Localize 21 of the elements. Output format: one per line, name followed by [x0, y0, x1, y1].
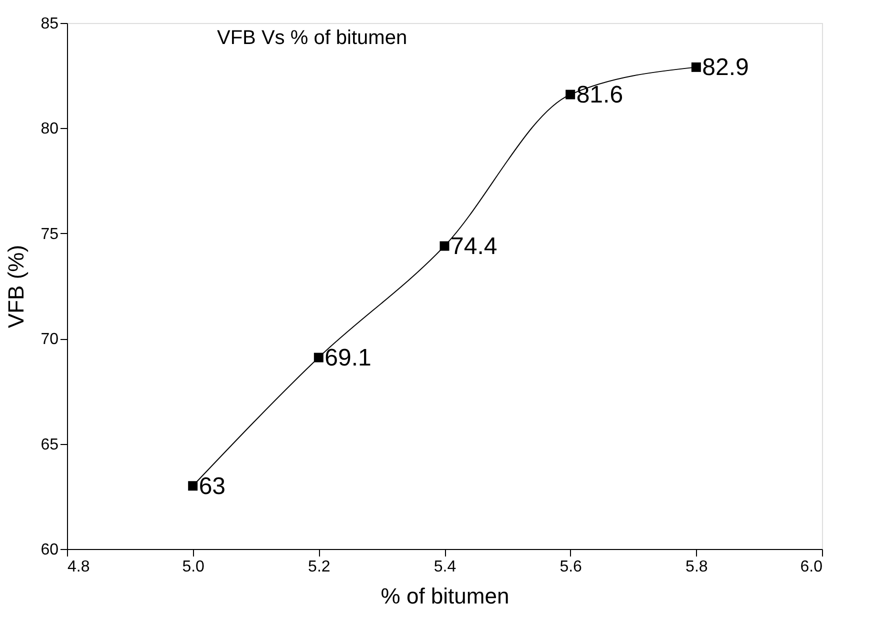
x-tick-label: 6.0 — [800, 558, 823, 576]
y-axis-title: VFB (%) — [4, 244, 29, 328]
x-tick-label: 4.8 — [68, 558, 90, 576]
y-tick-label: 70 — [40, 331, 59, 348]
data-label: 81.6 — [576, 82, 624, 109]
data-label: 82.9 — [702, 54, 749, 82]
y-tick-label: 65 — [40, 436, 59, 454]
x-tick-label: 5.4 — [434, 558, 456, 576]
y-tick-label: 60 — [40, 542, 59, 558]
data-label: 69.1 — [324, 344, 372, 372]
y-tick-label: 85 — [40, 16, 59, 32]
x-tick-label: 5.0 — [182, 558, 205, 576]
y-tick-label: 75 — [40, 226, 59, 243]
data-label: 63 — [198, 472, 226, 500]
x-tick-label: 5.6 — [560, 558, 582, 576]
data-label: 74.4 — [450, 233, 498, 260]
x-axis-title: % of bitumen — [380, 584, 510, 608]
y-tick-label: 80 — [40, 120, 59, 138]
chart-title: VFB Vs % of bitumen — [217, 27, 408, 49]
x-tick-label: 5.2 — [308, 558, 330, 576]
x-tick-label: 5.8 — [686, 558, 708, 576]
